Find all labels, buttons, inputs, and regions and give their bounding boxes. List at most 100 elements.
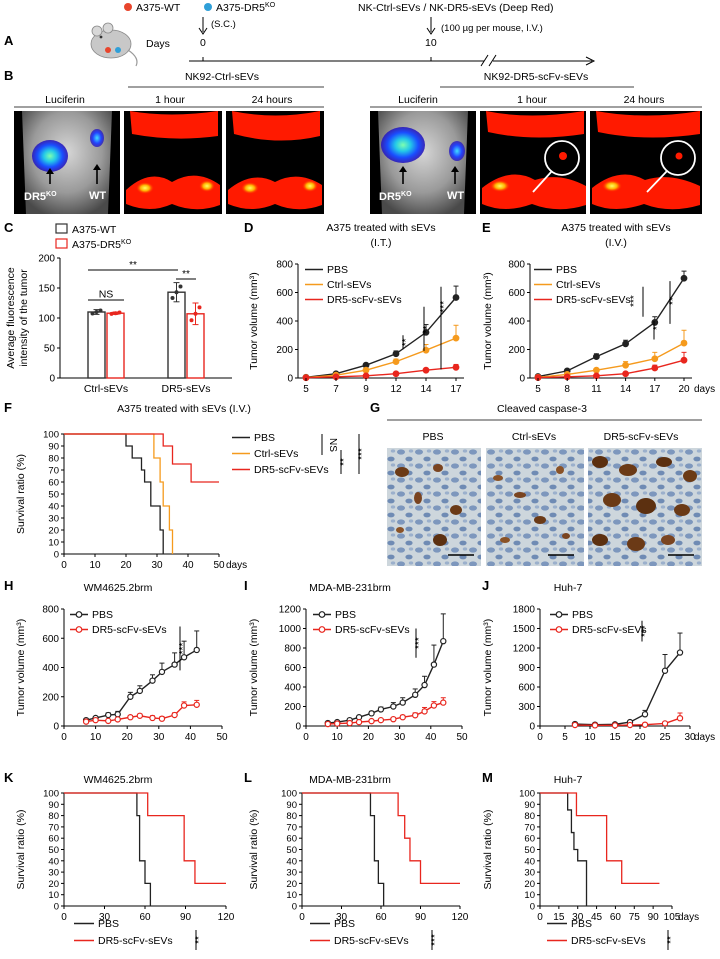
significance-label: *** [439,301,450,313]
col-1h-left: 1 hour [155,94,185,106]
legend-ko-dot [204,3,212,11]
legend-wt-dot [124,3,132,11]
legend-marker [318,626,326,633]
data-point [136,687,144,695]
y-tick-label: 600 [518,683,535,694]
chart-title: WM4625.2brm [84,582,153,594]
panel-a: A A375-WT A375-DR5KO NK-Ctrl-sEVs / NK-D… [4,2,596,67]
data-point [422,366,430,374]
y-tick-label: 20 [286,879,297,890]
panel-l-letter: L [244,770,252,785]
panel-a-letter: A [4,33,14,48]
significance-label: ** [194,936,205,944]
y-tick-label: 200 [38,254,55,265]
significance-label: ** [339,458,350,466]
x-category-label: DR5-sEVs [161,383,210,395]
data-point [651,364,659,372]
label-dr5-left: DR5 [24,191,46,203]
data-point [651,319,659,326]
bar-A375-WT [167,291,186,379]
y-tick-label: 60 [48,478,59,489]
data-point [114,716,121,723]
y-tick-label: 0 [53,722,59,733]
x-tick-label: 30 [336,912,348,923]
y-axis-label: Average fluorescence [5,267,17,369]
y-tick-label: 1500 [513,624,536,635]
y-tick-label: 60 [524,834,535,845]
series-line-Ctrl-sEVs [305,337,457,379]
x-tick-label: 60 [610,912,622,923]
y-tick-label: 60 [48,834,59,845]
legend-label: DR5-scFv-sEVs [254,464,329,476]
x-tick-label: 12 [390,384,402,395]
y-tick-label: 100 [43,430,59,441]
y-tick-label: 10 [48,538,59,549]
y-axis-label: Tumor volume (mm³) [15,619,27,717]
significance-label: NS [327,438,338,452]
y-tick-label: 400 [276,317,293,328]
legend-label: PBS [572,609,593,621]
data-point [355,718,363,726]
data-point [392,350,400,358]
y-tick-label: 200 [284,702,301,713]
chart-title: A375 treated with sEVs [326,222,435,234]
x-tick-label: 60 [139,912,151,923]
data-dot [170,295,175,300]
x-tick-label: 30 [572,912,584,923]
series-line-PBS [305,297,457,378]
bar-A375-WT [87,311,106,379]
y-tick-label: 80 [48,811,59,822]
legend-label: PBS [556,264,577,276]
y-tick-label: 20 [524,879,535,890]
x-tick-label: 40 [425,732,437,743]
legend-label: DR5-scFv-sEVs [327,294,402,306]
x-tick-label: 17 [450,384,462,395]
survival-curve-DR5-scFv-sEVs [302,792,460,885]
panel-j-letter: J [482,578,489,593]
label-dr5-sup-right: KO [401,191,412,198]
panel-i-letter: I [244,578,248,593]
x-tick-label: 90 [648,912,660,923]
data-point [390,703,397,710]
y-tick-label: 40 [48,856,59,867]
data-dot [98,308,103,313]
data-point [571,721,579,729]
col-luciferin-left: Luciferin [45,94,85,106]
significance-label: *** [178,643,189,655]
x-tick-label: 60 [375,912,387,923]
survival-curve-PBS [540,792,588,906]
y-tick-label: 0 [54,902,59,913]
legend-label: DR5-scFv-sEVs [334,935,409,947]
data-point [158,668,166,676]
series-line-PBS [537,277,685,378]
data-point [334,720,341,727]
legend-label: DR5-scFv-sEVs [571,935,646,947]
chart-c: 0 50 100 150 200 Average fluorescence intensit… [5,254,232,395]
x-tick-label: 15 [609,732,621,743]
x-tick-label: 0 [61,912,67,923]
significance-label: ** [401,338,412,346]
data-point [180,654,188,661]
y-tick-label: 80 [286,811,297,822]
data-point [392,370,400,378]
y-tick-label: 50 [48,490,59,501]
data-point [611,722,619,729]
x-tick-label: 10 [332,732,344,743]
data-point [622,361,629,369]
y-tick-label: 70 [286,822,297,833]
data-point [622,370,629,378]
y-axis-label: Tumor volume (mm³) [482,272,494,370]
x-tick-label: 5 [303,384,309,395]
data-point [676,649,684,656]
data-point [676,715,684,722]
y-axis-label: intensity of the tumor [18,269,30,367]
legend-marker [75,626,83,633]
y-tick-label: 200 [42,692,59,703]
image-24h-dr5 [590,111,702,214]
image-luciferin-dr5: DR5KO WT [370,111,476,214]
data-point [622,340,629,348]
data-point [680,356,688,364]
panel-b: B NK92-Ctrl-sEVs NK92-DR5-scFv-sEVs Luci… [4,68,702,214]
